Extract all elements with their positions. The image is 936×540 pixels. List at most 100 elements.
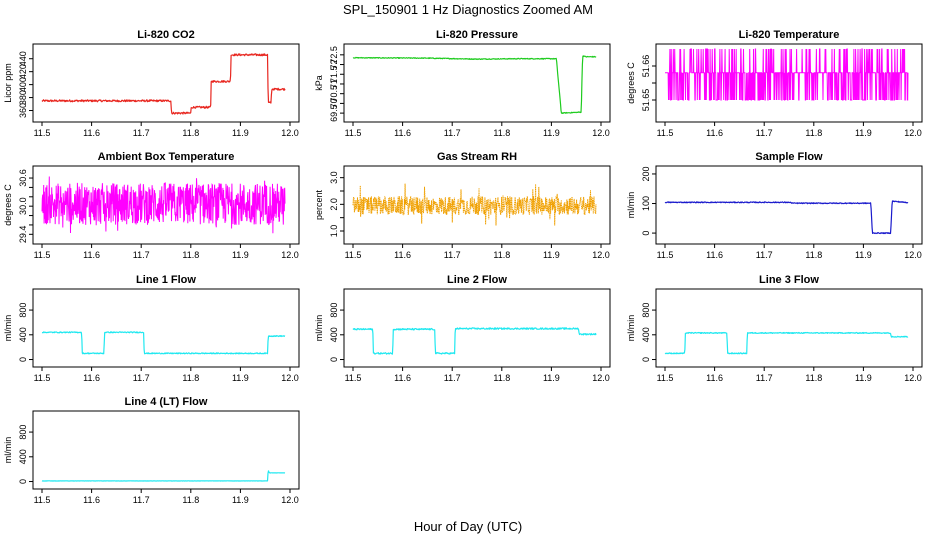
y-axis-label: ml/min [3, 315, 13, 342]
x-tick-label: 11.9 [543, 373, 560, 383]
y-tick-label: 51.65 [641, 89, 651, 112]
plot-frame [32, 410, 300, 490]
y-tick-label: 400 [18, 77, 28, 92]
panel-title: Line 3 Flow [759, 274, 819, 286]
series-line [664, 200, 909, 235]
y-tick-label: 0 [18, 479, 28, 484]
plot-frame [343, 165, 611, 245]
x-tick-label: 12.0 [592, 373, 610, 383]
x-tick-label: 11.9 [232, 128, 249, 138]
y-tick-label: 400 [641, 327, 651, 342]
y-tick-label: 380 [18, 90, 28, 105]
y-tick-label: 420 [18, 64, 28, 79]
y-tick-label: 800 [18, 303, 28, 318]
x-tick-label: 11.9 [232, 250, 249, 260]
x-tick-label: 12.0 [592, 128, 610, 138]
y-tick-label: 100 [641, 196, 651, 211]
y-tick-label: 1.0 [329, 225, 339, 238]
x-tick-label: 11.5 [34, 128, 51, 138]
x-tick-label: 11.7 [756, 128, 773, 138]
y-tick-label: 400 [329, 327, 339, 342]
x-tick-label: 11.7 [756, 250, 773, 260]
y-axis-label: ml/min [626, 192, 636, 219]
x-tick-label: 12.0 [904, 128, 922, 138]
plot-frame [343, 288, 611, 368]
panel-4: Gas Stream RH percent 11.5 11.6 11.7 11.8 11.9… [314, 151, 611, 260]
x-tick-label: 11.5 [34, 373, 51, 383]
series-line [41, 53, 286, 115]
x-tick-label: 12.0 [904, 250, 922, 260]
x-tick-label: 11.5 [657, 128, 674, 138]
y-axis-label: degrees C [3, 184, 13, 226]
panel-title: Sample Flow [755, 151, 823, 163]
x-tick-label: 11.5 [657, 250, 674, 260]
y-tick-label: 69.5 [329, 104, 339, 122]
x-tick-label: 11.6 [83, 128, 100, 138]
x-tick-label: 12.0 [281, 128, 299, 138]
x-tick-label: 11.9 [543, 128, 560, 138]
x-tick-label: 11.8 [805, 373, 822, 383]
y-tick-label: 0 [641, 357, 651, 362]
y-tick-label: 200 [641, 166, 651, 181]
x-tick-label: 11.8 [493, 128, 510, 138]
x-tick-label: 11.5 [34, 495, 51, 505]
panel-9: Line 4 (LT) Flow ml/min 11.5 11.6 11.7 11.8 11… [3, 396, 300, 505]
x-tick-label: 11.5 [34, 250, 51, 260]
panel-2: Li-820 Temperature degrees C 11.5 11.6 11.7 1… [626, 29, 923, 138]
panel-title: Li-820 Pressure [436, 29, 518, 41]
x-tick-label: 11.6 [83, 250, 100, 260]
series-line [352, 327, 597, 355]
panel-title: Line 4 (LT) Flow [125, 396, 208, 408]
x-tick-label: 11.7 [133, 128, 150, 138]
x-tick-label: 11.6 [706, 128, 723, 138]
figure-x-axis-label: Hour of Day (UTC) [414, 519, 522, 534]
x-tick-label: 11.9 [232, 495, 249, 505]
panel-title: Ambient Box Temperature [98, 151, 235, 163]
y-axis-label: ml/min [3, 437, 13, 464]
panel-title: Li-820 CO2 [137, 29, 194, 41]
x-tick-label: 11.7 [444, 373, 461, 383]
y-tick-label: 400 [18, 327, 28, 342]
x-tick-label: 11.8 [182, 250, 199, 260]
series-line [41, 470, 286, 482]
panel-7: Line 2 Flow ml/min 11.5 11.6 11.7 11.8 11.9 12.… [314, 274, 611, 383]
y-tick-label: 400 [18, 449, 28, 464]
y-axis-label: degrees C [626, 62, 636, 104]
panel-0: Li-820 CO2 Licor ppm 11.5 11.6 11.7 11.8 11.9 1… [3, 29, 300, 138]
x-tick-label: 11.7 [756, 373, 773, 383]
plot-frame [655, 165, 923, 245]
y-tick-label: 800 [329, 303, 339, 318]
panel-title: Line 1 Flow [136, 274, 196, 286]
y-tick-label: 51.66 [641, 55, 651, 78]
panel-8: Line 3 Flow ml/min 11.5 11.6 11.7 11.8 11.9 12.… [626, 274, 923, 383]
x-tick-label: 11.6 [83, 495, 100, 505]
plot-frame [32, 165, 300, 245]
plot-frame [343, 43, 611, 123]
x-tick-label: 11.9 [855, 128, 872, 138]
panels: Li-820 CO2 Licor ppm 11.5 11.6 11.7 11.8 11.9 1… [3, 29, 923, 505]
x-tick-label: 11.5 [345, 250, 362, 260]
x-tick-label: 12.0 [281, 373, 299, 383]
series-line [664, 331, 909, 355]
x-tick-label: 11.6 [394, 250, 411, 260]
x-tick-label: 11.8 [493, 250, 510, 260]
y-tick-label: 800 [641, 303, 651, 318]
y-tick-label: 800 [18, 425, 28, 440]
series-line [352, 183, 597, 226]
y-tick-label: 29.4 [18, 226, 28, 244]
y-tick-label: 30.6 [18, 169, 28, 187]
y-tick-label: 71 [329, 79, 339, 89]
x-tick-label: 11.6 [83, 373, 100, 383]
series-line [41, 176, 286, 234]
panel-title: Li-820 Temperature [739, 29, 840, 41]
panel-title: Line 2 Flow [447, 274, 507, 286]
x-tick-label: 11.6 [706, 373, 723, 383]
series-line [41, 331, 286, 355]
plot-frame [32, 288, 300, 368]
x-tick-label: 11.5 [345, 128, 362, 138]
y-tick-label: 70.5 [329, 85, 339, 103]
y-tick-label: 30.0 [18, 197, 28, 215]
x-tick-label: 11.8 [182, 373, 199, 383]
x-tick-label: 11.8 [182, 128, 199, 138]
y-tick-label: 0 [18, 357, 28, 362]
